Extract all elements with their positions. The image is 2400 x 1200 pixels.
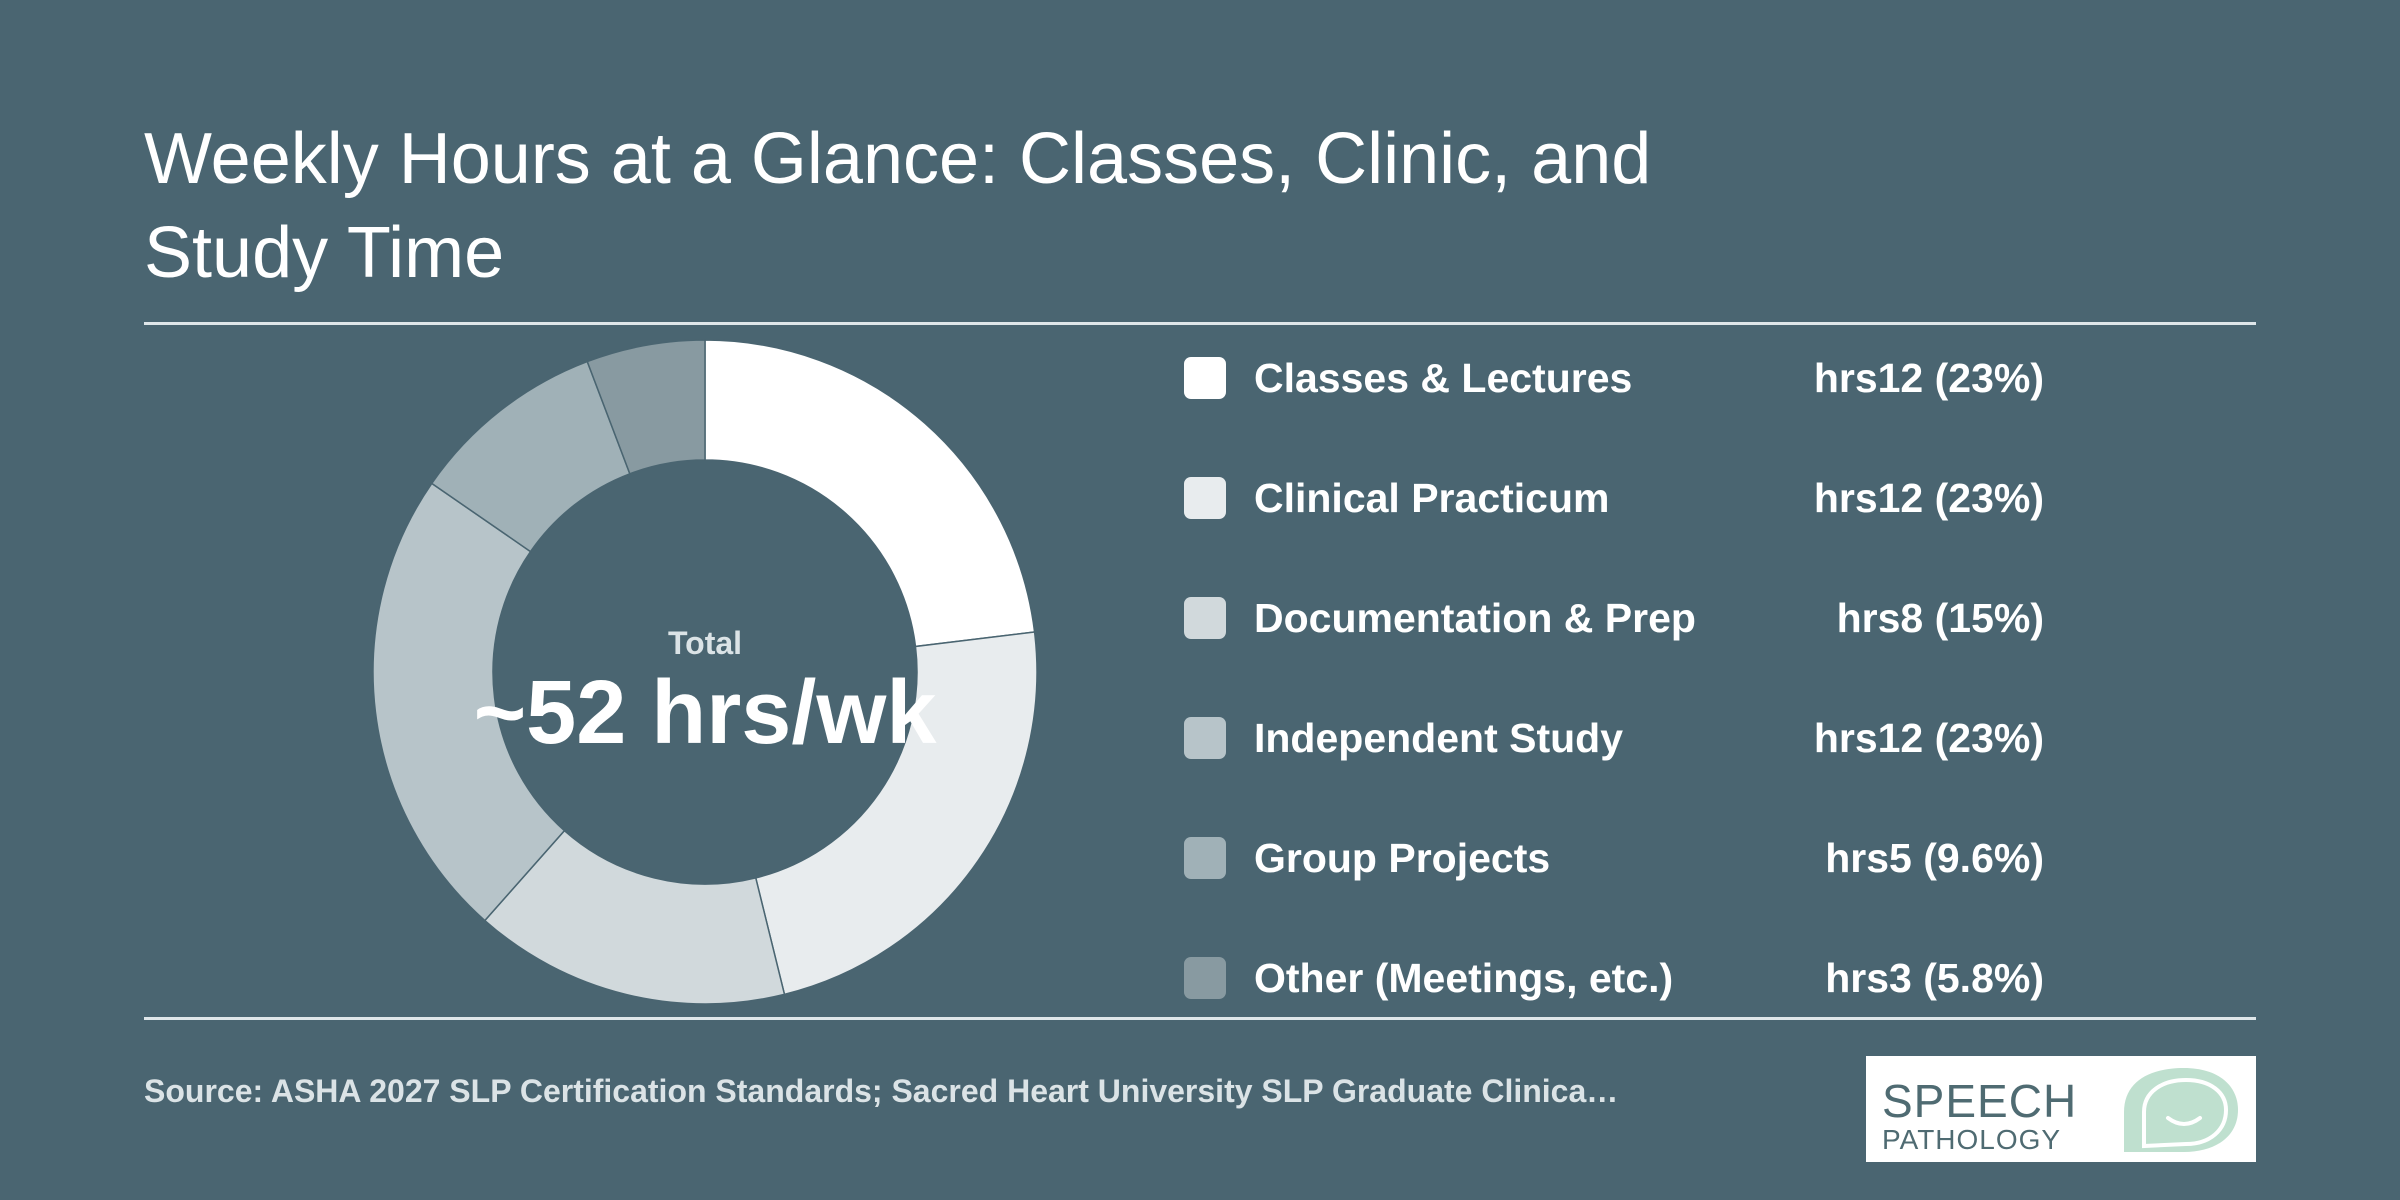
legend-label: Classes & Lectures <box>1254 355 1633 401</box>
source-note: Source: ASHA 2027 SLP Certification Stan… <box>144 1073 1619 1109</box>
chart-title: Weekly Hours at a Glance: Classes, Clini… <box>144 119 1652 293</box>
top-divider <box>144 322 2256 325</box>
legend-swatch <box>1184 957 1226 999</box>
legend-item: Clinical Practicum hrs12 (23%) <box>1184 448 2044 548</box>
legend-swatch <box>1184 837 1226 879</box>
legend-item: Independent Study hrs12 (23%) <box>1184 688 2044 788</box>
legend-label: Independent Study <box>1254 715 1623 761</box>
legend-label: Other (Meetings, etc.) <box>1254 955 1674 1001</box>
donut-chart <box>372 339 1038 1005</box>
legend-swatch <box>1184 477 1226 519</box>
legend-item: Other (Meetings, etc.) hrs3 (5.8%) <box>1184 928 2044 1028</box>
legend-value: hrs12 (23%) <box>1813 714 2044 761</box>
donut-slice-2 <box>483 829 786 1005</box>
legend-swatch <box>1184 597 1226 639</box>
legend-label: Group Projects <box>1254 835 1551 881</box>
legend-item: Classes & Lectures hrs12 (23%) <box>1184 328 2044 428</box>
logo-text-line1: SPEECH <box>1882 1075 2078 1127</box>
donut-center-value: ~52 hrs/wk <box>473 663 937 763</box>
donut-center-label: Total <box>667 625 743 661</box>
legend-item: Group Projects hrs5 (9.6%) <box>1184 808 2044 908</box>
legend-label: Documentation & Prep <box>1254 595 1696 641</box>
donut-slice-1 <box>754 631 1038 996</box>
speech-bubble-icon <box>2124 1068 2238 1152</box>
legend-swatch <box>1184 357 1226 399</box>
legend-label: Clinical Practicum <box>1254 475 1610 521</box>
legend-value: hrs12 (23%) <box>1813 474 2044 521</box>
legend-value: hrs3 (5.8%) <box>1825 954 2044 1001</box>
donut-slice-3 <box>372 482 566 922</box>
legend-value: hrs5 (9.6%) <box>1825 834 2044 881</box>
donut-slice-0 <box>704 339 1036 648</box>
legend-swatch <box>1184 717 1226 759</box>
bottom-divider <box>144 1017 2256 1020</box>
speech-pathology-logo: SPEECH PATHOLOGY <box>1866 1056 2256 1162</box>
legend-value: hrs12 (23%) <box>1813 354 2044 401</box>
logo-text-line2: PATHOLOGY <box>1882 1124 2062 1155</box>
legend-item: Documentation & Prep hrs8 (15%) <box>1184 568 2044 668</box>
legend-value: hrs8 (15%) <box>1836 594 2044 641</box>
donut-slice-5 <box>586 339 706 475</box>
